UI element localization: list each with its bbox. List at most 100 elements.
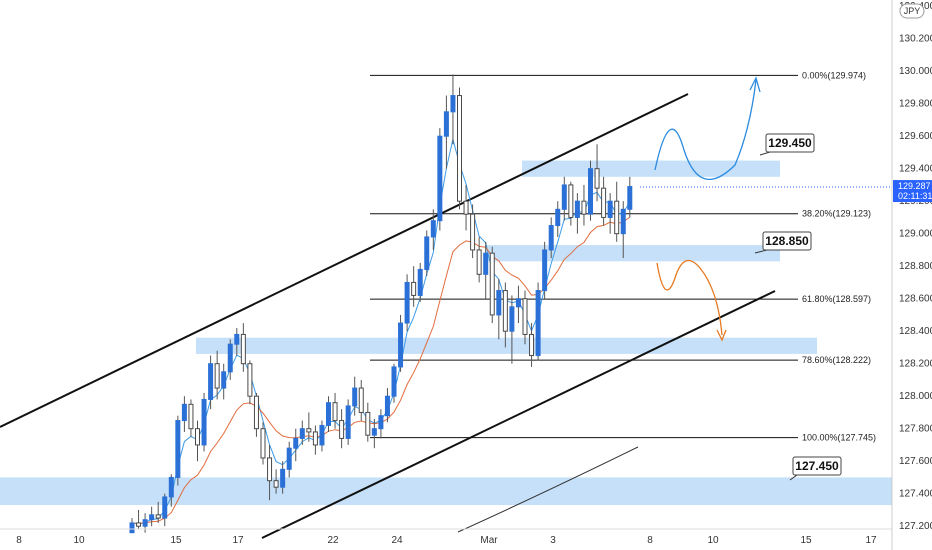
y-tick-label: 129.000 [899, 229, 932, 240]
callout-pointer-3 [789, 474, 798, 481]
candle-body [542, 249, 548, 292]
candle-body [398, 322, 404, 368]
candle-body [142, 519, 148, 527]
candle-body [208, 363, 214, 400]
candle-body [312, 431, 318, 446]
candle-body [149, 514, 155, 521]
callout-label-3: 127.450 [795, 459, 839, 473]
candle-body [411, 281, 417, 296]
candle-body [384, 395, 390, 417]
channel-lower-line [261, 290, 776, 539]
callout-label-0: 129.450 [768, 136, 812, 150]
candle-body [417, 268, 423, 296]
candle-body [181, 403, 187, 422]
candle-body [326, 402, 331, 426]
candle-body [391, 366, 397, 397]
y-tick-label: 128.600 [899, 294, 932, 305]
candle-body [627, 186, 633, 210]
candle-body [339, 420, 345, 439]
fibonacci-levels: 0.00%(129.974) 38.20%(129.123) 61.80%(128.… [370, 70, 876, 443]
candle-body [463, 200, 469, 215]
trend-line-lower [457, 446, 639, 533]
candle-body [273, 480, 279, 488]
y-tick-label: 128.200 [899, 359, 932, 370]
candle-body [483, 252, 489, 275]
zone-2 [196, 337, 817, 354]
x-tick-label: 22 [327, 535, 339, 546]
currency-badge [899, 3, 925, 19]
candle-body [365, 411, 371, 436]
candlesticks [129, 74, 633, 534]
candle-body [267, 457, 273, 482]
time-axis: 8 10 15 17 22 24 Mar 3 8 10 15 17 [0, 528, 892, 546]
channel-upper-line [0, 93, 689, 428]
candle-body [293, 437, 299, 449]
candle-body [555, 208, 561, 227]
y-tick-label: 130.200 [899, 34, 932, 45]
x-tick-label: 15 [170, 535, 182, 546]
x-tick-label: 10 [707, 535, 719, 546]
candle-body [280, 468, 286, 488]
y-tick-label: 128.000 [899, 391, 932, 402]
y-tick-label: 127.800 [899, 424, 932, 435]
candle-body [352, 387, 358, 407]
candle-body [470, 213, 476, 251]
fast-ma-line [131, 139, 631, 525]
candle-body [581, 200, 587, 215]
support-resistance-zones [0, 160, 892, 506]
bullish-projection-arrow [654, 79, 757, 181]
candle-body [502, 290, 508, 332]
candle-body [221, 371, 227, 389]
candle-body [614, 200, 620, 235]
arrow-head-up [749, 76, 761, 93]
x-tick-label: 17 [865, 535, 877, 546]
y-tick-label: 129.600 [899, 131, 932, 142]
zone-3 [0, 477, 892, 506]
x-tick-label: 24 [391, 535, 403, 546]
candle-body [424, 236, 430, 270]
candle-body [306, 428, 312, 433]
candle-body [253, 395, 259, 430]
candle-body [620, 208, 626, 235]
arrow-head-down [716, 329, 727, 342]
callout-box-1 [762, 231, 812, 251]
candle-body [175, 420, 181, 478]
y-tick-label: 127.400 [899, 489, 932, 500]
x-tick-label: 8 [647, 535, 653, 546]
candle-body [437, 135, 443, 222]
y-tick-label: 128.800 [899, 261, 932, 272]
x-tick-label: Mar [480, 535, 498, 546]
candle-body [332, 402, 338, 422]
candle-body [568, 184, 574, 218]
fib-label-3: 78.60%(128.222) [802, 355, 871, 365]
candle-body [155, 514, 161, 519]
candle-body [378, 415, 384, 430]
price-axis: 127.200 127.400 127.600 127.800 128.000 128.2… [640, 0, 932, 550]
x-tick-label: 17 [232, 535, 244, 546]
fib-label-1: 38.20%(129.123) [802, 209, 871, 219]
candle-body [286, 447, 292, 470]
y-tick-label: 129.400 [899, 164, 932, 175]
x-tick-label: 3 [550, 535, 556, 546]
candle-body [136, 522, 142, 527]
candle-body [594, 168, 600, 189]
candle-body [195, 428, 200, 446]
y-tick-label: 130.000 [899, 66, 932, 77]
fib-label-0: 0.00%(129.974) [802, 70, 866, 80]
fib-label-4: 100.00%(127.745) [802, 433, 876, 443]
projection-arrows [654, 76, 761, 342]
last-price-tag [893, 180, 932, 203]
candle-body [247, 363, 253, 397]
candle-body [168, 476, 174, 498]
ascending-channel [0, 93, 776, 539]
candle-body [529, 333, 535, 357]
candle-body [345, 405, 351, 439]
candle-body [188, 403, 194, 430]
callout-label-1: 128.850 [765, 234, 809, 248]
candle-body [201, 398, 207, 446]
candle-body [162, 496, 168, 519]
candle-body [404, 281, 410, 324]
candle-body [358, 387, 364, 413]
last-price-value: 129.287 [898, 181, 931, 191]
